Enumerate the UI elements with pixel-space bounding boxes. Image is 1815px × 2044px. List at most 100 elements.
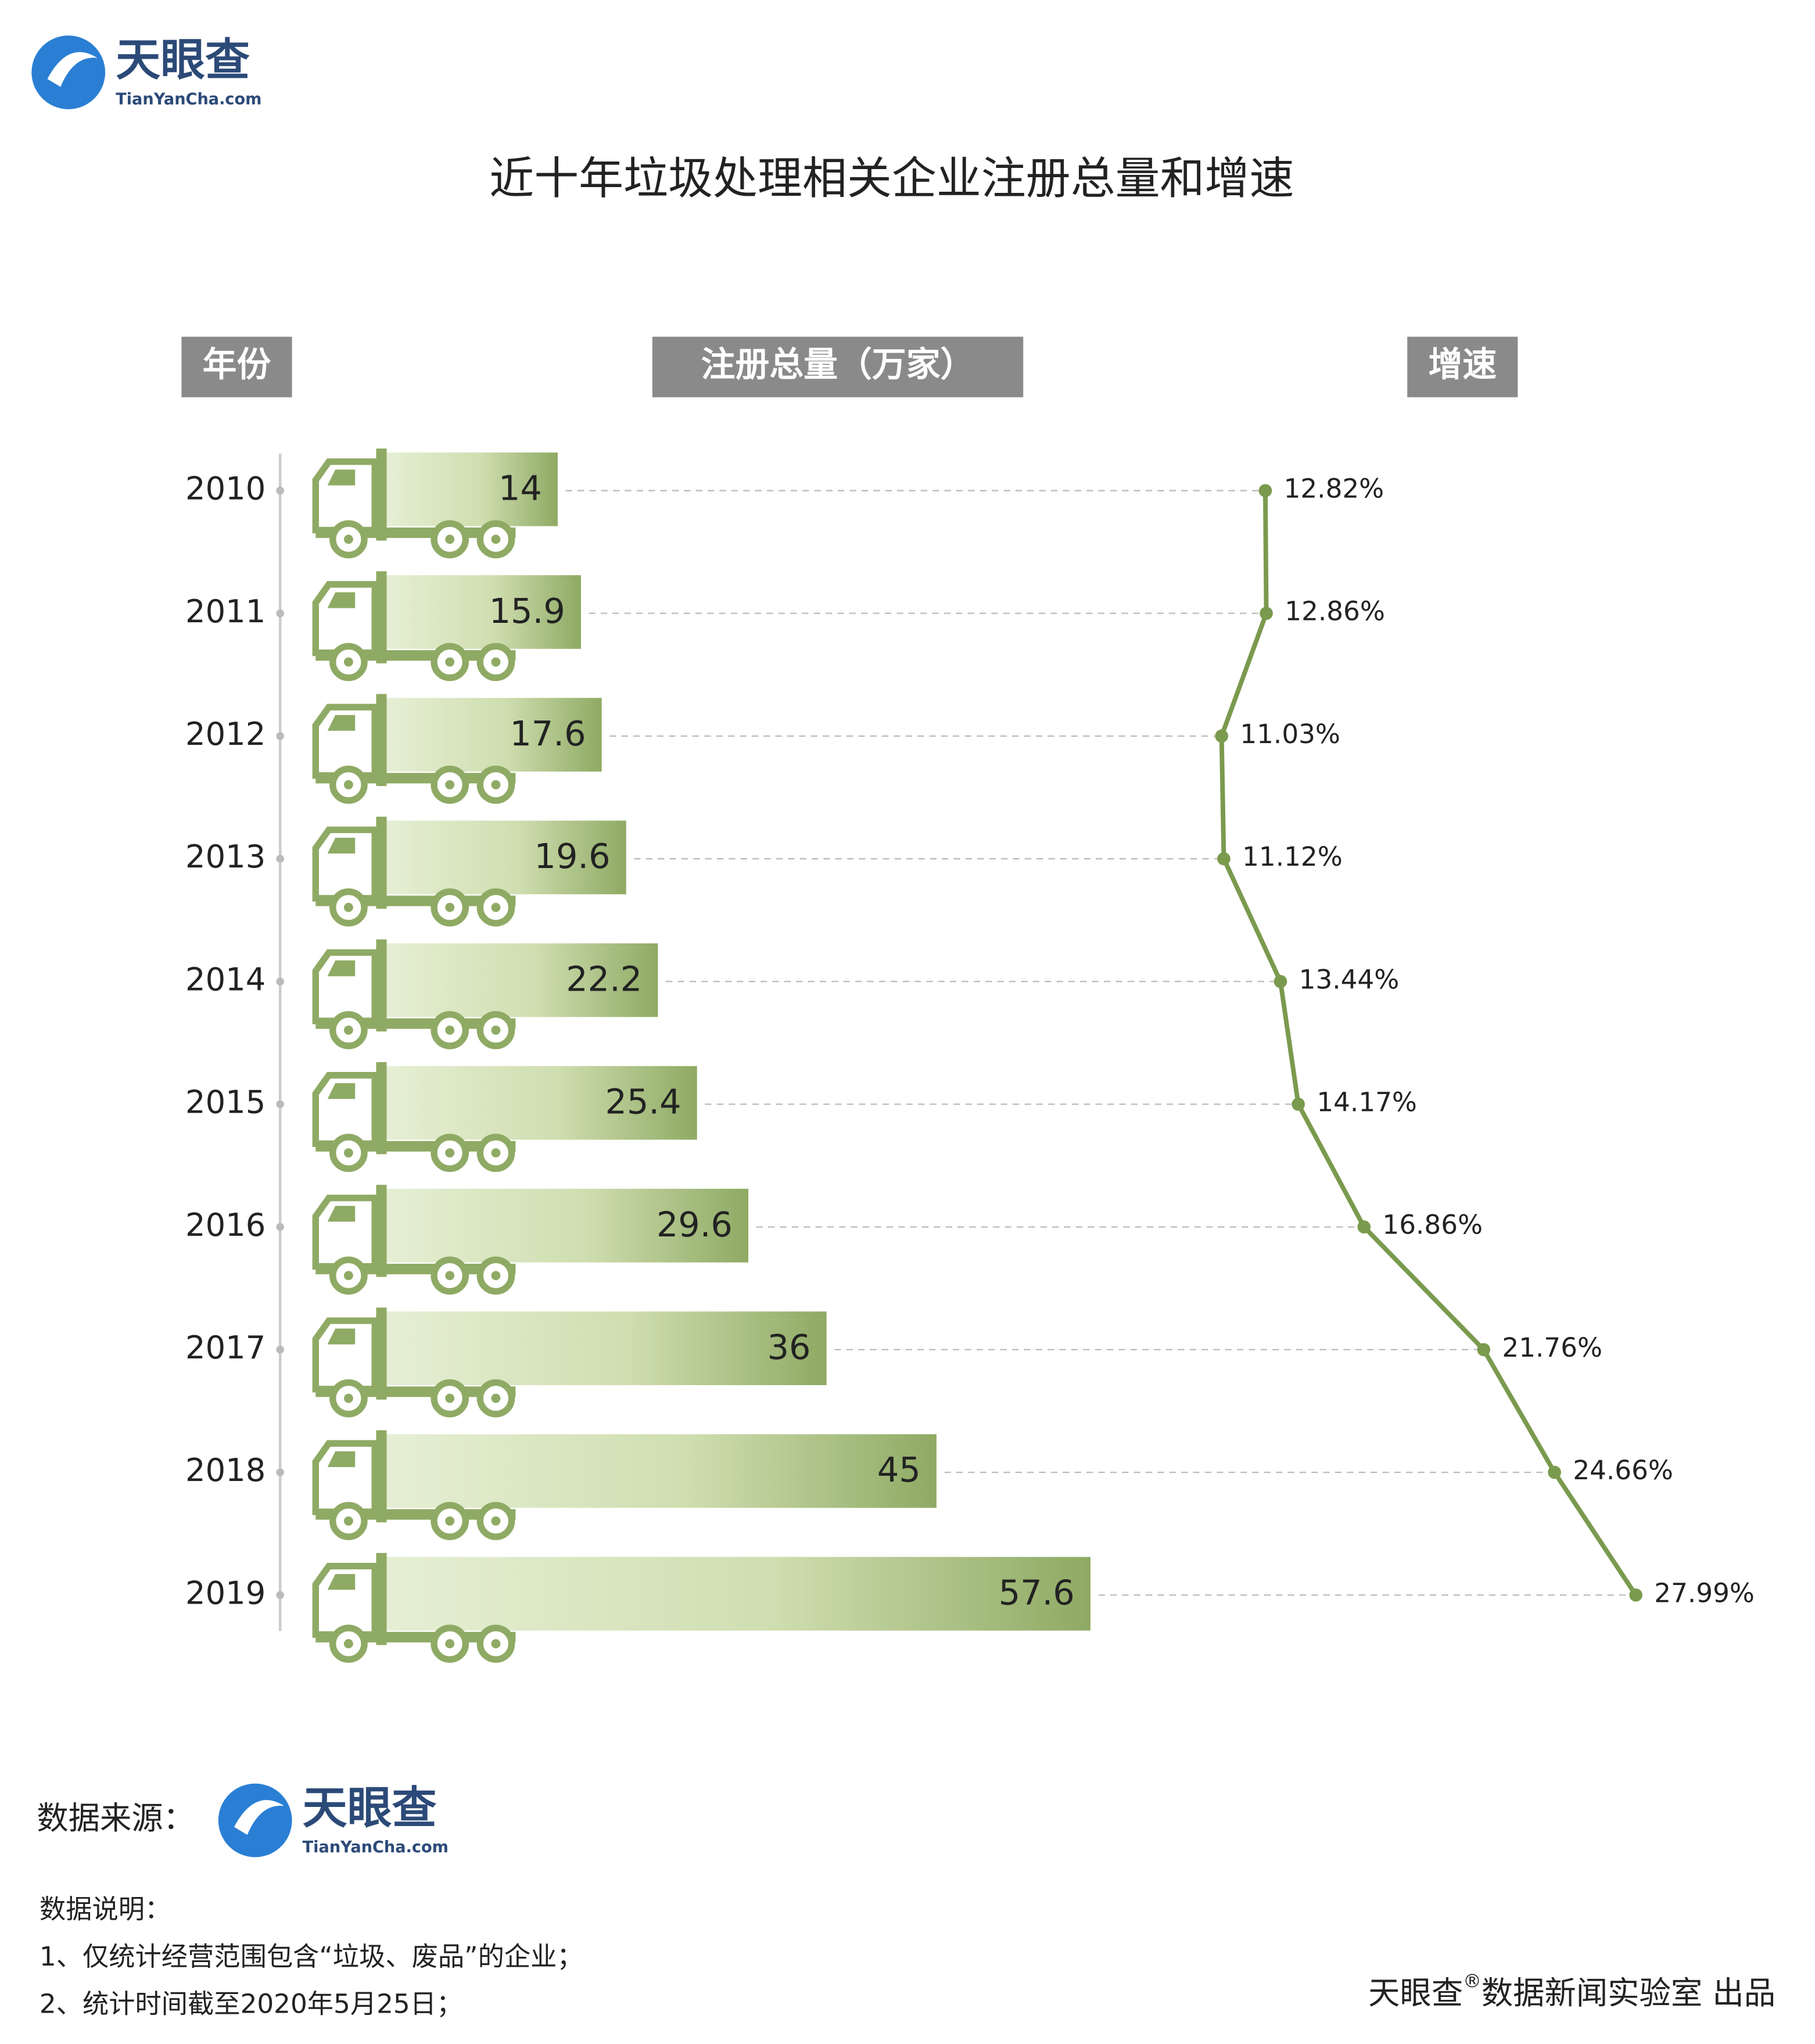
tick-dot <box>276 609 284 618</box>
growth-point <box>1274 974 1287 988</box>
truck-window <box>327 1328 356 1344</box>
credit-mark: ® <box>1463 1971 1482 1992</box>
value-label: 17.6 <box>510 713 586 754</box>
truck-hub <box>445 780 455 790</box>
truck-window <box>327 469 356 486</box>
bar <box>386 1189 749 1263</box>
bar <box>386 820 626 895</box>
note: 2、统计时间截至2020年5月25日； <box>40 1988 462 2019</box>
y-tick-label: 2010 <box>185 471 266 507</box>
logo-icon <box>31 35 106 109</box>
logo: 天眼查 TianYanCha.com <box>31 35 261 109</box>
tick-dot <box>276 486 284 495</box>
truck-hub <box>445 535 455 544</box>
growth-label: 11.12% <box>1242 841 1343 872</box>
truck-window <box>327 1206 356 1222</box>
truck-hub <box>343 780 353 790</box>
credit-part: 天眼查 <box>1368 1975 1463 2011</box>
value-label: 36 <box>767 1327 811 1367</box>
truck-post <box>376 571 387 664</box>
bar <box>386 943 658 1017</box>
truck-hub <box>343 902 353 912</box>
truck-hub <box>343 657 353 667</box>
y-tick-label: 2012 <box>185 716 266 752</box>
truck-hub <box>491 1516 501 1526</box>
credit: 天眼查®数据新闻实验室 出品 <box>1368 1971 1775 2012</box>
growth-point <box>1477 1343 1491 1357</box>
growth-label: 13.44% <box>1299 964 1400 995</box>
chart-title: 近十年垃圾处理相关企业注册总量和增速 <box>489 153 1294 205</box>
value-label: 29.6 <box>657 1204 733 1245</box>
bar <box>386 1066 697 1140</box>
truck-hub <box>491 780 501 790</box>
value-label: 45 <box>877 1450 921 1490</box>
notes-title: 数据说明： <box>40 1894 171 1924</box>
tick-dot <box>276 1468 284 1476</box>
truck-hub <box>445 902 455 912</box>
growth-label: 12.82% <box>1284 473 1384 504</box>
growth-label: 11.03% <box>1240 719 1340 750</box>
growth-label: 14.17% <box>1317 1086 1417 1117</box>
bar <box>386 1311 827 1386</box>
tick-dot <box>276 1222 284 1231</box>
growth-point <box>1258 484 1272 497</box>
value-label: 19.6 <box>535 836 611 876</box>
truck-window <box>327 1451 356 1468</box>
truck-hub <box>445 1148 455 1158</box>
y-tick-label: 2017 <box>185 1329 266 1366</box>
y-tick-label: 2019 <box>185 1575 266 1611</box>
growth-point <box>1357 1220 1371 1234</box>
growth-line <box>1219 490 1638 1597</box>
header-box <box>181 336 292 397</box>
note: 1、仅统计经营范围包含“垃圾、废品”的企业； <box>40 1941 583 1972</box>
truck-hub <box>343 1025 353 1035</box>
truck-hub <box>343 1639 353 1649</box>
truck-hub <box>445 1025 455 1035</box>
column-header: 注册总量（万家） <box>701 345 975 385</box>
plot: 2010 14 2011 15.9 2012 17.6 2013 19.6 2014 22.2 20… <box>185 448 1755 1663</box>
growth-label: 21.76% <box>1502 1332 1602 1363</box>
truck-post <box>376 1430 387 1523</box>
truck-hub <box>343 535 353 544</box>
bar <box>386 698 602 772</box>
truck-window <box>327 592 356 608</box>
credit-part: 数据新闻实验室 出品 <box>1482 1975 1775 2011</box>
tick-dot <box>276 855 284 863</box>
truck-hub <box>491 1639 501 1649</box>
bar <box>386 452 558 526</box>
truck-hub <box>445 1516 455 1526</box>
truck-post <box>376 1185 387 1277</box>
logo-swirl <box>234 1800 284 1835</box>
truck-post <box>376 1307 387 1400</box>
y-tick-label: 2015 <box>185 1084 266 1121</box>
truck-hub <box>343 1148 353 1158</box>
tick-dot <box>276 977 284 986</box>
truck-hub <box>491 1271 501 1281</box>
value-label: 14 <box>498 468 542 508</box>
logo-sub: TianYanCha.com <box>116 91 261 109</box>
truck-post <box>376 1062 387 1154</box>
y-tick-label: 2016 <box>185 1207 266 1243</box>
logo-swirl <box>47 52 98 87</box>
bar <box>386 1557 1091 1631</box>
growth-point <box>1215 729 1228 743</box>
y-tick-label: 2013 <box>185 838 266 875</box>
tick-dot <box>276 732 284 740</box>
truck-window <box>327 1574 356 1590</box>
tick-dot <box>276 1346 284 1354</box>
truck-hub <box>491 1025 501 1035</box>
source-label: 数据来源： <box>37 1800 195 1837</box>
truck-post <box>376 816 387 909</box>
growth-point <box>1548 1465 1561 1479</box>
value-label: 15.9 <box>489 591 565 631</box>
truck-hub <box>445 657 455 667</box>
truck-hub <box>343 1393 353 1403</box>
growth-point <box>1217 852 1231 866</box>
y-tick-label: 2011 <box>185 593 266 630</box>
value-label: 25.4 <box>605 1082 681 1122</box>
truck-post <box>376 1552 387 1645</box>
truck-hub <box>445 1639 455 1649</box>
truck-post <box>376 694 387 786</box>
logo-text: 天眼查 <box>303 1783 437 1834</box>
